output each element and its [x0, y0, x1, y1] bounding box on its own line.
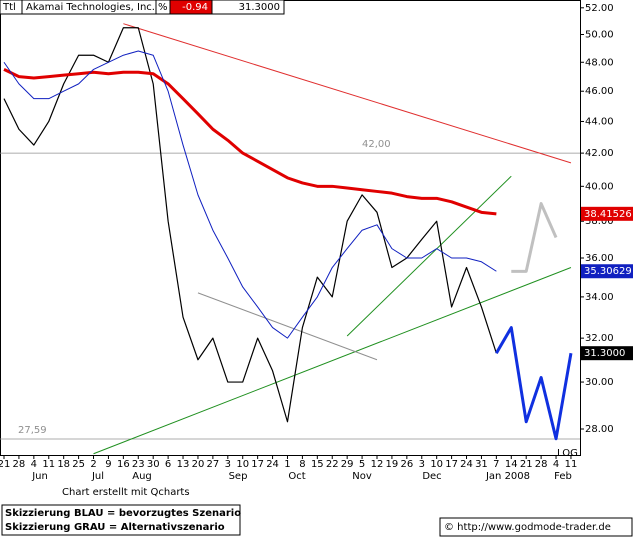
x-tick-label: 17: [445, 459, 458, 470]
x-tick-label: 10: [430, 459, 443, 470]
x-tick-label: 6: [165, 459, 171, 470]
legend-blue: Skizzierung BLAU = bevorzugtes Szenario: [5, 508, 241, 519]
header-name: Akamai Technologies, Inc.: [26, 2, 155, 13]
x-tick-label: 22: [326, 459, 339, 470]
x-tick-label: 24: [266, 459, 279, 470]
x-tick-label: 28: [13, 459, 26, 470]
x-tick-label: 17: [251, 459, 264, 470]
x-tick-label: 20: [192, 459, 205, 470]
x-tick-label: 1: [284, 459, 290, 470]
month-label: Feb: [554, 471, 572, 482]
trend-line: [93, 267, 572, 455]
value-box-label: 31.3000: [584, 348, 625, 359]
x-tick-label: 5: [359, 459, 365, 470]
x-tick-label: 13: [177, 459, 190, 470]
month-label: Jun: [31, 471, 48, 482]
y-tick-label: 50.00: [585, 29, 614, 40]
x-tick-label: 4: [553, 459, 559, 470]
month-label: Aug: [132, 471, 152, 482]
x-tick-label: 26: [400, 459, 413, 470]
month-label: Nov: [352, 471, 372, 482]
y-tick-label: 44.00: [585, 116, 614, 127]
x-tick-label: 23: [132, 459, 145, 470]
source: © http://www.godmode-trader.de: [444, 522, 611, 533]
y-tick-label: 34.00: [585, 292, 614, 303]
series-line: [3, 68, 497, 216]
header-change: -0.94: [182, 2, 208, 13]
x-tick-label: 2: [90, 459, 96, 470]
plot-frame: [0, 0, 581, 456]
y-tick-label: 30.00: [585, 377, 614, 388]
trend-line: [197, 292, 378, 361]
x-tick-label: 12: [371, 459, 384, 470]
month-label: Sep: [229, 471, 248, 482]
y-tick-label: 52.00: [585, 3, 614, 14]
x-tick-label: 18: [57, 459, 70, 470]
y-tick-label: 40.00: [585, 181, 614, 192]
x-tick-label: 21: [0, 459, 10, 470]
trend-line: [346, 175, 512, 337]
month-label: Jan 2008: [485, 471, 530, 482]
x-tick-label: 30: [147, 459, 160, 470]
month-label: Jul: [91, 471, 104, 482]
x-tick-label: 15: [311, 459, 324, 470]
y-tick-label: 28.00: [585, 424, 614, 435]
y-tick-label: 36.00: [585, 253, 614, 264]
y-tick-label: 48.00: [585, 57, 614, 68]
scale-label: LOG: [557, 448, 578, 459]
x-tick-label: 8: [299, 459, 305, 470]
y-tick-label: 46.00: [585, 86, 614, 97]
y-tick-label: 38.00: [585, 216, 614, 227]
x-tick-label: 11: [42, 459, 55, 470]
value-box: [581, 346, 633, 361]
x-tick-label: 21: [520, 459, 533, 470]
header-last: 31.3000: [239, 2, 280, 13]
x-tick-label: 10: [236, 459, 249, 470]
month-label: Dec: [422, 471, 441, 482]
level-label: 42,00: [362, 139, 391, 150]
x-tick-label: 16: [117, 459, 130, 470]
x-tick-label: 24: [460, 459, 473, 470]
value-box: [581, 206, 633, 221]
value-box-label: 35.30629: [584, 266, 632, 277]
x-tick-label: 3: [225, 459, 231, 470]
series-line: [511, 202, 558, 273]
header-code: Ttl: [2, 2, 16, 13]
x-tick-label: 4: [31, 459, 37, 470]
series-line: [3, 27, 497, 423]
header-pct: %: [158, 2, 168, 13]
x-tick-label: 29: [341, 459, 354, 470]
month-label: Oct: [288, 471, 305, 482]
x-tick-label: 11: [565, 459, 578, 470]
x-tick-label: 14: [505, 459, 518, 470]
legend-grey: Skizzierung GRAU = Alternativszenario: [5, 522, 225, 533]
series-line: [3, 50, 497, 339]
x-tick-label: 3: [419, 459, 425, 470]
credit: Chart erstellt mit Qcharts: [62, 487, 190, 498]
series-line: [495, 326, 573, 441]
trend-line: [123, 23, 572, 164]
y-tick-label: 42.00: [585, 148, 614, 159]
header-box: [211, 0, 285, 15]
value-box-label: 38.41526: [584, 209, 632, 220]
x-tick-label: 27: [207, 459, 220, 470]
x-tick-label: 19: [386, 459, 399, 470]
legend-box: [1, 504, 241, 536]
x-tick-label: 9: [105, 459, 111, 470]
x-tick-label: 7: [493, 459, 499, 470]
x-tick-label: 25: [72, 459, 85, 470]
x-tick-label: 31: [475, 459, 488, 470]
source-box: [439, 517, 633, 537]
level-label: 27,59: [18, 425, 47, 436]
value-box: [581, 264, 633, 279]
y-tick-label: 32.00: [585, 333, 614, 344]
x-tick-label: 28: [535, 459, 548, 470]
